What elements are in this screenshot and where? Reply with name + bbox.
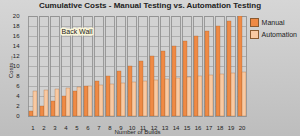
svg-text:0: 0 bbox=[16, 113, 20, 119]
svg-text:2: 2 bbox=[16, 103, 20, 109]
svg-text:Costs →: Costs → bbox=[8, 55, 14, 78]
html-text:Manual: Manual bbox=[261, 19, 285, 26]
svg-text:14: 14 bbox=[173, 125, 180, 131]
svg-text:17: 17 bbox=[206, 125, 213, 131]
html-text:Automation: Automation bbox=[261, 31, 297, 38]
svg-text:3: 3 bbox=[53, 125, 57, 131]
svg-text:20: 20 bbox=[13, 13, 20, 19]
svg-text:15: 15 bbox=[184, 125, 191, 131]
html-text:Cumulative Costs - Manual Test: Cumulative Costs - Manual Testing vs. Au… bbox=[39, 1, 261, 10]
svg-text:4: 4 bbox=[64, 125, 68, 131]
svg-text:5: 5 bbox=[75, 125, 79, 131]
svg-text:Back Wall: Back Wall bbox=[62, 28, 93, 35]
svg-text:4: 4 bbox=[16, 93, 20, 99]
svg-text:13: 13 bbox=[162, 125, 169, 131]
svg-text:2: 2 bbox=[42, 125, 46, 131]
svg-text:12: 12 bbox=[13, 53, 20, 59]
svg-text:6: 6 bbox=[86, 125, 90, 131]
svg-text:1: 1 bbox=[31, 125, 35, 131]
svg-text:8: 8 bbox=[108, 125, 112, 131]
svg-text:16: 16 bbox=[13, 33, 20, 39]
svg-text:Number of Builds: Number of Builds bbox=[114, 129, 160, 135]
svg-text:7: 7 bbox=[97, 125, 101, 131]
svg-text:16: 16 bbox=[195, 125, 202, 131]
svg-text:18: 18 bbox=[13, 23, 20, 29]
svg-text:19: 19 bbox=[228, 125, 235, 131]
svg-text:8: 8 bbox=[16, 73, 20, 79]
svg-text:6: 6 bbox=[16, 83, 20, 89]
svg-text:18: 18 bbox=[217, 125, 224, 131]
svg-text:10: 10 bbox=[13, 63, 20, 69]
svg-text:14: 14 bbox=[13, 43, 20, 49]
svg-text:20: 20 bbox=[239, 125, 246, 131]
